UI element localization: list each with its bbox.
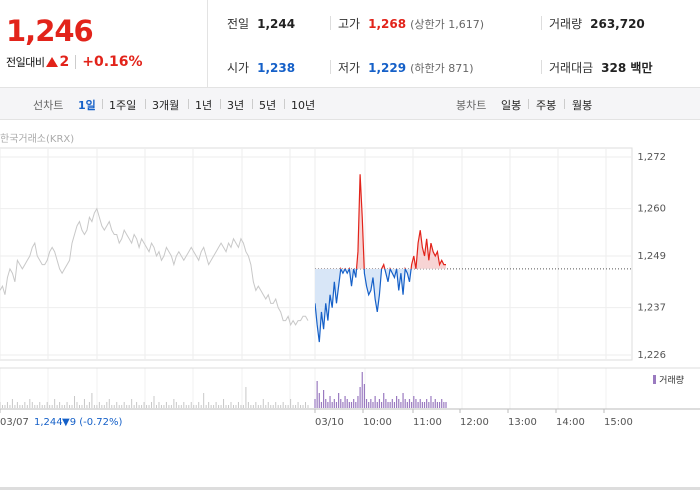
data-source-label: 한국거래소(KRX) bbox=[0, 134, 75, 145]
chart-period-toolbar: 선차트 1일 1주일 3개월 1년 3년 5년 10년 봉차트 일봉 주봉 월봉 bbox=[0, 88, 700, 120]
price-series bbox=[0, 174, 632, 343]
period-1d[interactable]: 1일 bbox=[78, 99, 96, 112]
divider bbox=[220, 99, 221, 109]
candle-chart-label: 봉차트 bbox=[456, 99, 487, 112]
divider bbox=[541, 16, 542, 30]
prev-day-line bbox=[0, 207, 309, 327]
period-3m[interactable]: 3개월 bbox=[152, 99, 180, 112]
period-3y[interactable]: 3년 bbox=[227, 99, 245, 112]
divider bbox=[145, 99, 146, 109]
y-tick-label: 1,272 bbox=[637, 152, 666, 163]
prev-close-value: 1,244 bbox=[257, 17, 296, 31]
candle-monthly[interactable]: 월봉 bbox=[572, 99, 593, 112]
prev-day-change: ▼9 (-0.72%) bbox=[62, 417, 123, 428]
y-tick-label: 1,226 bbox=[637, 350, 666, 361]
x-tick-label: 12:00 bbox=[460, 417, 489, 428]
trade-value-stat: 거래대금 328 백만 bbox=[549, 59, 652, 76]
divider bbox=[188, 99, 189, 109]
open-label: 시가 bbox=[227, 61, 250, 75]
period-1y[interactable]: 1년 bbox=[195, 99, 213, 112]
divider bbox=[330, 16, 331, 30]
today-line-up bbox=[340, 174, 446, 269]
price-plot-area bbox=[0, 147, 633, 361]
divider bbox=[564, 99, 565, 109]
open-value: 1,238 bbox=[257, 61, 296, 75]
high-stat: 고가 1,268 (상한가 1,617) bbox=[338, 15, 484, 32]
y-tick-label: 1,260 bbox=[637, 204, 666, 215]
divider bbox=[330, 60, 331, 74]
volume-value: 263,720 bbox=[590, 17, 645, 31]
divider bbox=[284, 99, 285, 109]
period-10y[interactable]: 10년 bbox=[291, 99, 316, 112]
chart-grid bbox=[0, 148, 632, 409]
volume-label: 거래량 bbox=[549, 17, 583, 31]
lower-limit: (하한가 871) bbox=[410, 62, 474, 75]
current-price: 1,246 bbox=[6, 14, 94, 48]
upper-limit: (상한가 1,617) bbox=[410, 18, 484, 31]
up-area bbox=[315, 174, 446, 269]
up-triangle-icon bbox=[46, 57, 59, 67]
x-tick-label: 15:00 bbox=[604, 417, 633, 428]
prev-close-label: 전일 bbox=[227, 17, 250, 31]
x-tick-label: 03/07 bbox=[0, 417, 29, 428]
high-value: 1,268 bbox=[368, 17, 407, 31]
price-change: 전일대비 2 +0.16% bbox=[6, 54, 143, 70]
bottom-border bbox=[0, 487, 700, 490]
volume-bars bbox=[0, 372, 447, 408]
y-axis: 1,272 1,260 1,249 1,237 1,226 bbox=[637, 152, 666, 361]
volume-legend: 거래량 bbox=[653, 373, 684, 386]
x-tick-label: 14:00 bbox=[556, 417, 585, 428]
volume-stat: 거래량 263,720 bbox=[549, 15, 645, 32]
y-tick-label: 1,249 bbox=[637, 251, 666, 262]
x-axis: 03/07 03/10 10:00 11:00 12:00 13:00 14:00 15:00 bbox=[0, 409, 633, 428]
change-amount: 2 bbox=[59, 54, 70, 70]
candle-weekly[interactable]: 주봉 bbox=[536, 99, 557, 112]
low-label: 저가 bbox=[338, 61, 361, 75]
period-1w[interactable]: 1주일 bbox=[109, 99, 137, 112]
line-chart-label: 선차트 bbox=[33, 99, 64, 112]
high-label: 고가 bbox=[338, 17, 361, 31]
low-value: 1,229 bbox=[368, 61, 407, 75]
divider bbox=[541, 60, 542, 74]
divider bbox=[75, 55, 77, 69]
trade-value: 328 백만 bbox=[601, 61, 653, 75]
prev-close-stat: 전일 1,244 bbox=[227, 15, 295, 32]
x-tick-label: 10:00 bbox=[363, 417, 392, 428]
today-line-down bbox=[315, 268, 417, 343]
divider bbox=[102, 99, 103, 109]
current-price-box: 1,246 전일대비 2 +0.16% bbox=[0, 0, 208, 88]
x-tick-label: 11:00 bbox=[413, 417, 442, 428]
change-label: 전일대비 bbox=[6, 56, 45, 69]
change-rate: +0.16% bbox=[82, 54, 143, 70]
volume-legend-label: 거래량 bbox=[659, 376, 684, 386]
period-5y[interactable]: 5년 bbox=[259, 99, 277, 112]
x-tick-label: 13:00 bbox=[508, 417, 537, 428]
low-stat: 저가 1,229 (하한가 871) bbox=[338, 59, 474, 76]
trade-value-label: 거래대금 bbox=[549, 61, 594, 75]
x-tick-label: 03/10 bbox=[315, 417, 344, 428]
candle-daily[interactable]: 일봉 bbox=[501, 99, 522, 112]
prev-day-close: 1,244 bbox=[34, 417, 63, 428]
y-tick-label: 1,237 bbox=[637, 303, 666, 314]
open-stat: 시가 1,238 bbox=[227, 59, 295, 76]
stock-summary: 1,246 전일대비 2 +0.16% 전일 1,244 고가 1,268 (상… bbox=[0, 0, 700, 88]
divider bbox=[252, 99, 253, 109]
volume-legend-swatch bbox=[653, 375, 657, 384]
divider bbox=[528, 99, 529, 109]
